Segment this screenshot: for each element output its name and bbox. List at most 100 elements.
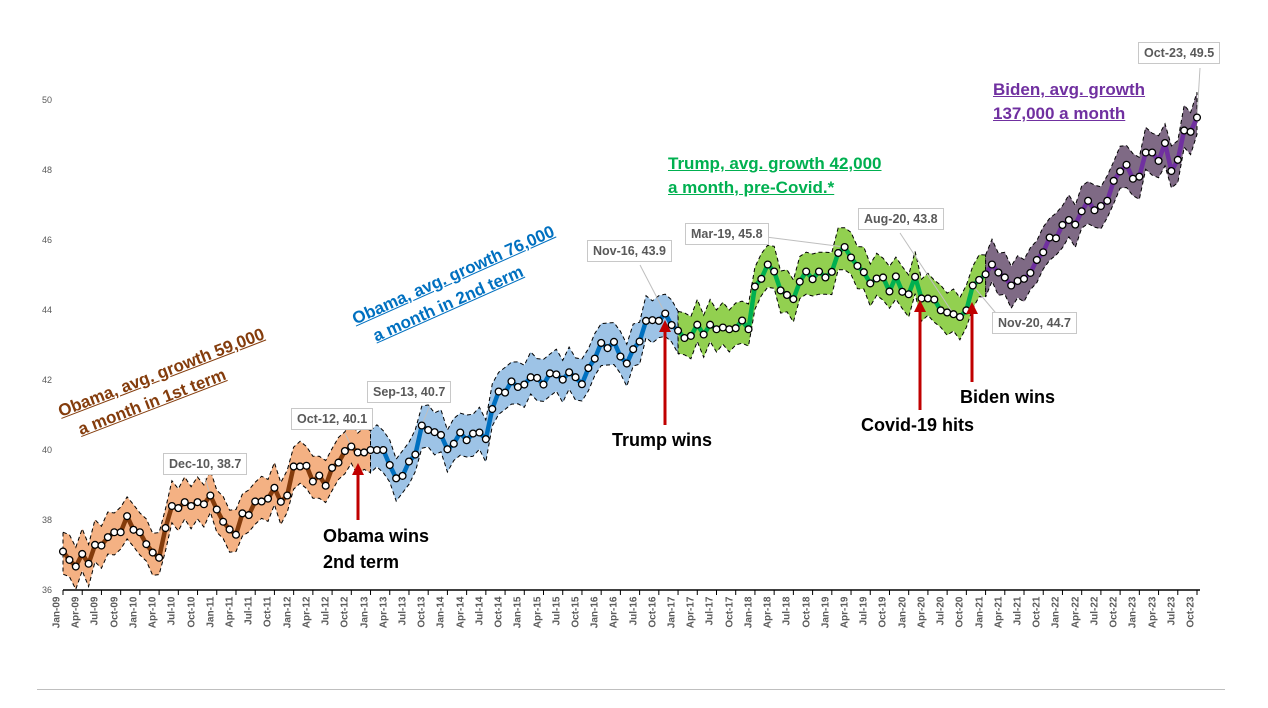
x-tick-label: Oct-09: [109, 596, 121, 628]
x-tick-label: Apr-18: [762, 596, 774, 629]
data-point: [481, 435, 490, 444]
data-point: [97, 541, 106, 550]
data-point: [744, 325, 753, 334]
data-point: [71, 562, 80, 571]
callout-leader-line: [639, 264, 666, 314]
x-tick-label: Apr-21: [993, 596, 1005, 629]
data-point: [872, 274, 881, 283]
data-point: [1052, 234, 1061, 243]
x-tick-label: Jul-11: [243, 596, 255, 625]
x-tick-label: Oct-14: [493, 596, 505, 628]
event-label-obama-wins: Obama wins 2nd term: [323, 523, 429, 575]
data-point: [738, 316, 747, 325]
data-point: [501, 388, 510, 397]
y-tick-label: 38: [41, 515, 52, 525]
data-point: [84, 559, 93, 568]
data-point: [443, 445, 452, 454]
data-point: [776, 286, 785, 295]
data-point: [782, 290, 792, 300]
x-tick-label: Apr-22: [1070, 596, 1082, 629]
data-point: [411, 450, 420, 459]
data-point: [763, 260, 772, 269]
data-point: [981, 270, 990, 279]
data-point: [1045, 233, 1054, 242]
data-point: [590, 354, 599, 363]
x-tick-label: Oct-21: [1031, 596, 1043, 628]
callout-sep13: Sep-13, 40.7: [367, 381, 452, 403]
x-tick-label: Apr-12: [301, 596, 313, 629]
x-tick-label: Apr-16: [608, 596, 620, 629]
data-point: [693, 320, 702, 329]
x-tick-label: Jul-17: [704, 596, 716, 626]
data-point: [340, 446, 349, 456]
x-tick-label: Oct-12: [339, 596, 351, 628]
data-point: [667, 320, 676, 330]
data-point: [674, 326, 683, 335]
data-point: [629, 345, 638, 354]
event-line: Obama wins: [323, 526, 430, 546]
data-point: [661, 309, 670, 318]
y-tick-label: 50: [41, 95, 52, 105]
data-point: [552, 370, 561, 379]
data-point: [1148, 148, 1157, 157]
data-point: [1077, 207, 1086, 216]
x-tick-label: Jul-20: [935, 596, 947, 626]
x-tick-label: Jan-22: [1050, 596, 1062, 629]
data-point: [468, 429, 478, 438]
x-tick-label: Jan-18: [743, 596, 755, 629]
data-point: [539, 380, 548, 389]
x-tick-label: Apr-23: [1147, 596, 1159, 629]
x-tick-label: Jan-21: [974, 596, 986, 629]
data-point: [686, 331, 695, 340]
data-point: [123, 512, 132, 521]
x-tick-label: Apr-20: [916, 596, 928, 629]
data-point: [475, 428, 484, 437]
annotation-trump: Trump, avg. growth 42,000 a month, pre-C…: [668, 152, 882, 200]
annotation-biden: Biden, avg. growth 137,000 a month: [993, 78, 1145, 126]
x-tick-label: Jan-13: [359, 596, 371, 629]
x-tick-label: Apr-10: [147, 596, 159, 629]
data-point: [103, 533, 112, 542]
data-point: [148, 548, 157, 557]
data-point: [814, 267, 824, 276]
data-point: [276, 497, 285, 506]
arrow-head-icon: [352, 463, 364, 475]
data-point: [1007, 281, 1016, 290]
data-point: [866, 279, 875, 288]
data-point: [1039, 248, 1048, 257]
x-tick-label: Jul-19: [858, 596, 870, 626]
data-point: [616, 352, 625, 361]
data-point: [187, 501, 196, 511]
x-tick-label: Oct-11: [262, 596, 274, 628]
data-point: [795, 277, 804, 286]
data-point: [1084, 196, 1093, 205]
data-point: [174, 504, 183, 513]
data-point: [520, 380, 529, 389]
event-line: Biden wins: [960, 387, 1056, 407]
data-point: [545, 369, 554, 378]
arrow-head-icon: [914, 300, 926, 312]
data-point: [1122, 160, 1131, 169]
data-point: [725, 325, 734, 334]
data-point: [641, 316, 651, 325]
data-point: [955, 312, 964, 322]
x-tick-label: Jul-21: [1012, 596, 1024, 626]
data-point: [1090, 206, 1099, 215]
data-point: [1180, 126, 1189, 135]
data-point: [949, 310, 958, 319]
confidence-band-trump: [677, 227, 987, 360]
data-point: [597, 338, 606, 347]
callout-leader-line: [765, 236, 845, 248]
data-point: [404, 457, 414, 466]
data-point: [879, 273, 888, 282]
x-tick-label: Jul-12: [320, 596, 332, 626]
data-point: [994, 268, 1003, 277]
data-point: [706, 320, 715, 329]
y-tick-label: 42: [41, 375, 52, 385]
data-point: [577, 380, 586, 389]
y-tick-label: 48: [41, 165, 52, 175]
x-tick-label: Jul-10: [166, 596, 178, 626]
data-point: [603, 344, 612, 353]
data-point: [328, 463, 337, 472]
